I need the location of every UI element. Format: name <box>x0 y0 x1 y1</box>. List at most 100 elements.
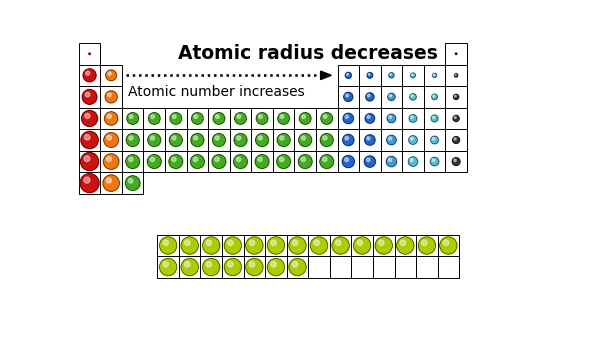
Circle shape <box>83 69 96 82</box>
Circle shape <box>386 156 397 167</box>
Circle shape <box>268 258 284 276</box>
Circle shape <box>302 115 305 118</box>
Circle shape <box>430 157 439 166</box>
Bar <box>79 86 100 108</box>
Circle shape <box>408 157 418 166</box>
Bar <box>208 108 230 129</box>
Bar <box>79 172 100 194</box>
Circle shape <box>410 159 413 162</box>
Circle shape <box>249 240 255 245</box>
Bar <box>445 151 467 172</box>
Circle shape <box>227 240 233 245</box>
Bar <box>230 108 251 129</box>
Circle shape <box>323 157 327 162</box>
Circle shape <box>256 134 269 146</box>
Circle shape <box>206 240 212 245</box>
Circle shape <box>103 154 119 170</box>
Circle shape <box>310 237 328 254</box>
Bar <box>100 129 122 151</box>
Bar <box>79 108 100 129</box>
Bar <box>445 86 467 108</box>
Circle shape <box>343 134 354 146</box>
Circle shape <box>280 157 284 162</box>
Circle shape <box>246 237 263 254</box>
Circle shape <box>163 240 169 245</box>
Circle shape <box>431 136 439 144</box>
Circle shape <box>191 134 204 146</box>
Circle shape <box>342 156 355 167</box>
Circle shape <box>386 135 396 145</box>
Bar <box>424 129 445 151</box>
Circle shape <box>191 113 203 124</box>
Circle shape <box>104 112 118 125</box>
Circle shape <box>367 94 370 97</box>
Circle shape <box>346 74 349 75</box>
Circle shape <box>410 116 413 118</box>
Circle shape <box>320 134 333 146</box>
Circle shape <box>86 71 90 75</box>
Circle shape <box>129 115 133 118</box>
Circle shape <box>397 237 414 254</box>
Circle shape <box>432 94 437 100</box>
Circle shape <box>345 72 352 78</box>
Circle shape <box>321 113 332 124</box>
Circle shape <box>368 74 370 75</box>
Bar <box>338 151 359 172</box>
Bar <box>122 172 143 194</box>
Bar <box>338 64 359 86</box>
Bar <box>402 64 424 86</box>
Circle shape <box>357 240 362 245</box>
Circle shape <box>82 111 98 126</box>
Circle shape <box>299 134 311 146</box>
Circle shape <box>454 74 458 77</box>
Circle shape <box>277 155 290 168</box>
Circle shape <box>367 115 370 118</box>
Bar <box>157 235 179 256</box>
Circle shape <box>389 73 394 78</box>
Bar <box>402 151 424 172</box>
Bar <box>200 256 222 278</box>
Circle shape <box>409 115 417 122</box>
Bar <box>79 151 100 172</box>
Circle shape <box>128 157 133 162</box>
Circle shape <box>410 73 415 78</box>
Circle shape <box>271 240 276 245</box>
Circle shape <box>323 136 327 140</box>
Circle shape <box>387 114 396 123</box>
Circle shape <box>172 136 176 140</box>
Circle shape <box>320 155 334 168</box>
Circle shape <box>455 95 456 97</box>
Circle shape <box>84 177 90 183</box>
Circle shape <box>84 156 90 162</box>
Bar <box>316 129 338 151</box>
Bar <box>437 256 459 278</box>
Circle shape <box>108 72 112 75</box>
Circle shape <box>236 157 241 162</box>
Circle shape <box>388 158 392 162</box>
Bar <box>100 172 122 194</box>
Bar <box>359 108 380 129</box>
Circle shape <box>215 115 219 118</box>
Circle shape <box>206 262 212 267</box>
Circle shape <box>249 262 255 267</box>
Circle shape <box>389 116 392 118</box>
Circle shape <box>151 136 155 140</box>
Bar <box>416 256 437 278</box>
Bar <box>157 256 179 278</box>
Circle shape <box>411 95 413 97</box>
Circle shape <box>194 115 197 118</box>
Circle shape <box>148 113 160 124</box>
Circle shape <box>235 113 247 124</box>
Circle shape <box>85 135 90 140</box>
Bar <box>338 108 359 129</box>
Circle shape <box>375 237 392 254</box>
Bar <box>380 86 402 108</box>
Circle shape <box>181 237 199 254</box>
Bar <box>437 235 459 256</box>
Bar <box>273 108 295 129</box>
Bar <box>230 129 251 151</box>
Circle shape <box>185 240 190 245</box>
Circle shape <box>301 157 305 162</box>
Bar <box>295 129 316 151</box>
Bar <box>187 129 208 151</box>
